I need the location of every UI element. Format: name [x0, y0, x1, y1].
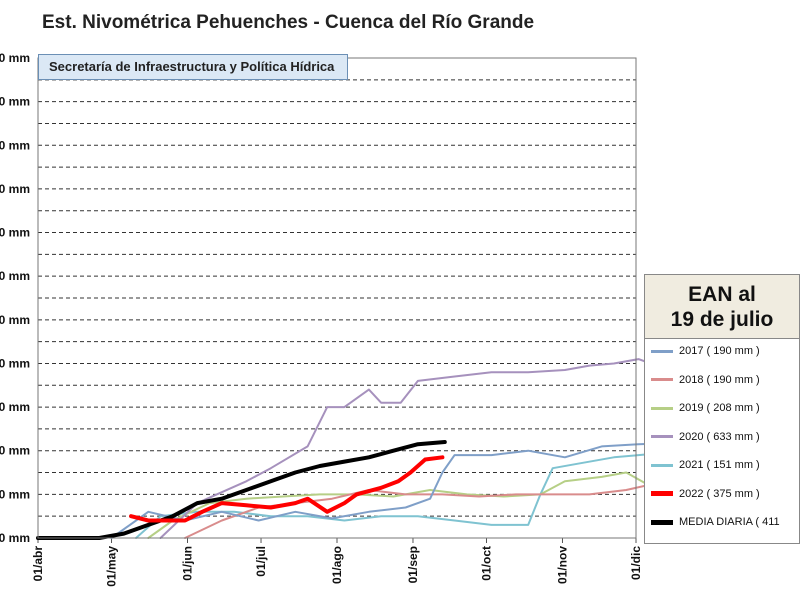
series-line-2017 [110, 403, 800, 539]
legend-label: 2020 ( 633 mm ) [679, 430, 760, 443]
x-tick-label: 01/abr [31, 546, 45, 582]
y-tick-label: 0 mm [0, 444, 30, 458]
x-tick-label: 01/jun [181, 546, 195, 581]
legend-item: 2022 ( 375 mm ) [651, 488, 799, 508]
y-tick-label: 0 mm [0, 138, 30, 152]
x-tick-label: 01/ago [330, 546, 344, 584]
y-tick-label: 0 mm [0, 51, 30, 65]
legend-item: 2018 ( 190 mm ) [651, 374, 799, 394]
legend-item: 2017 ( 190 mm ) [651, 345, 799, 365]
x-tick-label: 01/sep [406, 546, 420, 583]
legend-swatch [651, 406, 673, 410]
y-tick-label: 0 mm [0, 313, 30, 327]
legend-swatch [651, 435, 673, 439]
legend-swatch [651, 463, 673, 467]
legend-item: MEDIA DIARIA ( 411 [651, 516, 799, 536]
series-line-2022 [129, 455, 445, 523]
legend-heading: EAN al 19 de julio [645, 275, 799, 339]
legend-label: 2018 ( 190 mm ) [679, 373, 760, 386]
legend-heading-line1: EAN al [688, 283, 756, 306]
series-line-media-diaria [36, 440, 447, 540]
legend-label: 2017 ( 190 mm ) [679, 345, 760, 358]
legend-item: 2021 ( 151 mm ) [651, 459, 799, 479]
y-tick-label: 0 mm [0, 487, 30, 501]
legend-item: 2019 ( 208 mm ) [651, 402, 799, 422]
y-tick-label: 0 mm [0, 95, 30, 109]
legend-label: 2021 ( 151 mm ) [679, 459, 760, 472]
y-tick-label: 0 mm [0, 531, 30, 545]
legend-item: 2020 ( 633 mm ) [651, 431, 799, 451]
legend-swatch [651, 378, 673, 382]
grid-lines [38, 79, 636, 517]
plot-border [37, 57, 637, 539]
y-tick-label: 0 mm [0, 400, 30, 414]
legend-label: 2019 ( 208 mm ) [679, 402, 760, 415]
legend-swatch [651, 491, 673, 497]
y-tick-label: 0 mm [0, 226, 30, 240]
y-tick-label: 0 mm [0, 182, 30, 196]
source-label: Secretaría de Infraestructura y Política… [38, 54, 348, 80]
legend-swatch [651, 519, 673, 525]
legend-heading-line2: 19 de julio [670, 308, 774, 331]
chart-title: Est. Nivométrica Pehuenches - Cuenca del… [42, 12, 535, 33]
y-tick-label: 0 mm [0, 269, 30, 283]
x-axis-labels: 01/abr 01/may 01/jun 01/jul 01/ago 01/sep 01/o… [31, 538, 643, 587]
x-tick-label: 01/jul [254, 546, 268, 577]
legend-panel: EAN al 19 de julio 2017 ( 190 mm ) 2018 (… [644, 274, 800, 544]
legend-label: MEDIA DIARIA ( 411 [679, 516, 780, 529]
y-axis-labels: 0 mm 0 mm 0 mm 0 mm 0 mm 0 mm 0 mm 0 mm 0 mm 0 mm… [0, 51, 30, 545]
x-tick-label: 01/oct [480, 546, 494, 581]
legend-swatch [651, 349, 673, 353]
x-tick-label: 01/may [105, 546, 119, 587]
legend-label: 2022 ( 375 mm ) [679, 487, 760, 500]
y-tick-label: 0 mm [0, 356, 30, 370]
x-tick-label: 01/nov [555, 546, 569, 584]
x-tick-label: 01/dic [629, 546, 643, 580]
